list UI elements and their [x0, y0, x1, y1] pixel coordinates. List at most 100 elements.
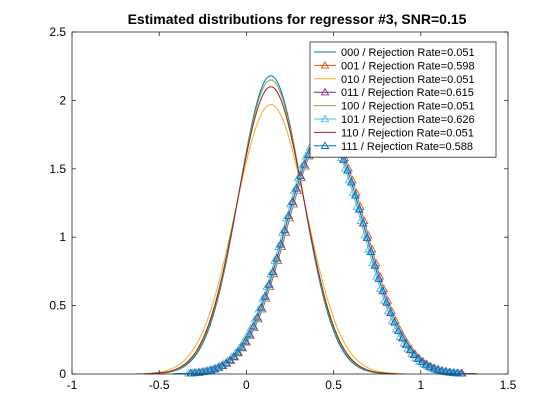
series-marker-111 [370, 261, 380, 269]
series-marker-101 [246, 323, 256, 331]
series-marker-101 [297, 161, 307, 170]
series-marker-111 [260, 291, 270, 300]
series-line-010 [136, 103, 406, 375]
legend-label: 001 / Rejection Rate=0.598 [341, 60, 475, 72]
series-marker-111 [347, 177, 356, 186]
series-marker-101 [285, 199, 295, 208]
y-tick-label: 2.5 [49, 25, 66, 39]
series-marker-101 [403, 344, 413, 353]
x-tick-label: 0 [243, 378, 250, 392]
chart-title: Estimated distributions for regressor #3… [128, 11, 467, 27]
series-line-100 [147, 79, 395, 375]
series-marker-101 [399, 338, 409, 347]
legend-label: 101 / Rejection Rate=0.626 [341, 114, 475, 126]
legend-label: 111 / Rejection Rate=0.588 [341, 141, 473, 153]
series-marker-101 [281, 213, 291, 222]
series-marker-111 [292, 183, 301, 192]
x-tick-label: 0.5 [325, 378, 342, 392]
series-marker-101 [258, 293, 268, 302]
series-marker-111 [256, 302, 266, 311]
series-marker-111 [299, 159, 309, 168]
x-tick-label: -0.5 [149, 378, 170, 392]
series-marker-111 [276, 239, 286, 248]
series-marker-101 [301, 151, 311, 160]
series-marker-111 [241, 336, 250, 345]
series-marker-101 [289, 186, 299, 194]
series-marker-111 [268, 267, 278, 275]
series-marker-111 [366, 247, 376, 255]
series-marker-111 [433, 365, 442, 373]
series-marker-111 [425, 362, 435, 370]
series-marker-111 [405, 345, 415, 354]
series-marker-101 [254, 304, 264, 313]
series-marker-111 [245, 329, 254, 338]
series-line-000 [149, 75, 393, 375]
series-marker-111 [358, 218, 368, 227]
series-marker-111 [444, 367, 454, 376]
axes-box [71, 31, 509, 375]
y-tick-label: 1.5 [49, 162, 66, 176]
legend-marker [320, 114, 330, 123]
legend-marker [320, 60, 330, 69]
series-marker-111 [374, 274, 384, 282]
series-marker-111 [354, 204, 364, 213]
x-tick-label: 1 [417, 378, 424, 392]
series-marker-101 [293, 173, 303, 182]
series-marker-101 [407, 349, 417, 358]
series-marker-111 [272, 253, 282, 262]
series-marker-111 [264, 279, 274, 288]
series-marker-111 [229, 352, 239, 360]
series-marker-111 [249, 321, 258, 330]
series-marker-111 [429, 363, 439, 372]
series-marker-111 [397, 333, 407, 342]
series-marker-111 [233, 347, 243, 356]
series-marker-111 [390, 317, 399, 326]
series-marker-101 [262, 282, 272, 290]
series-marker-111 [401, 340, 411, 348]
legend-label: 110 / Rejection Rate=0.051 [341, 127, 474, 139]
series-marker-111 [362, 233, 372, 241]
series-marker-111 [382, 297, 392, 306]
series-marker-111 [296, 171, 305, 179]
legend-label: 000 / Rejection Rate=0.051 [341, 47, 475, 59]
series-marker-111 [437, 366, 446, 374]
series-marker-111 [413, 354, 423, 362]
series-marker-111 [409, 350, 419, 358]
x-axis: -1 -0.5 0 0.5 1 1.5 [67, 32, 517, 392]
series-marker-101 [238, 337, 248, 346]
series-marker-101 [250, 314, 260, 323]
legend-marker [320, 87, 330, 96]
series-marker-111 [378, 286, 388, 295]
series-marker-111 [252, 312, 262, 321]
y-tick-label: 2 [59, 93, 66, 107]
series-line-110 [144, 86, 397, 375]
x-tick-label: -1 [67, 378, 78, 392]
series-marker-111 [394, 326, 403, 334]
series-marker-101 [266, 269, 275, 278]
series-marker-111 [448, 368, 458, 376]
series-marker-111 [456, 368, 466, 377]
series-marker-111 [280, 225, 290, 234]
series-marker-111 [284, 211, 294, 219]
y-tick-label: 0 [59, 367, 66, 381]
legend-label: 100 / Rejection Rate=0.051 [341, 101, 475, 113]
series-marker-111 [339, 155, 348, 163]
series-marker-101 [242, 331, 252, 339]
series-marker-101 [277, 228, 287, 236]
series-marker-101 [270, 256, 279, 264]
legend-label: 011 / Rejection Rate=0.615 [341, 87, 474, 99]
legend-marker [320, 141, 330, 149]
series-marker-111 [288, 197, 297, 205]
series-marker-111 [417, 357, 427, 365]
x-tick-label: 1.5 [500, 378, 517, 392]
series-marker-111 [386, 308, 395, 317]
y-axis: 0 0.5 1 1.5 2 2.5 [49, 25, 508, 381]
y-tick-label: 0.5 [49, 299, 66, 313]
series-marker-111 [213, 362, 223, 371]
series-marker-111 [237, 342, 247, 351]
series-marker-111 [217, 361, 227, 369]
legend-box [309, 41, 497, 158]
series-marker-101 [274, 242, 283, 250]
